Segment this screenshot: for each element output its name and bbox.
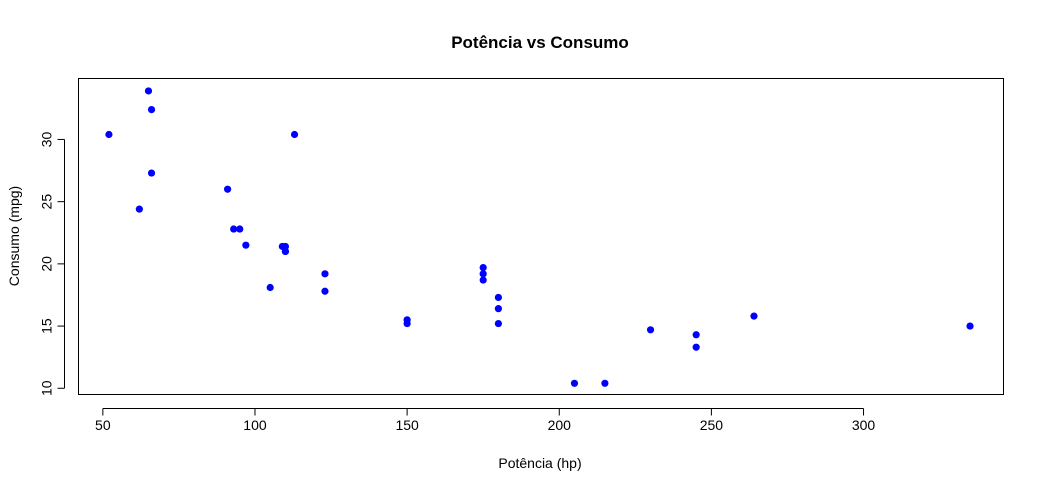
y-tick-label: 25 bbox=[39, 194, 55, 210]
data-point bbox=[966, 322, 974, 330]
x-tick-label: 150 bbox=[395, 417, 419, 433]
y-tick-label: 10 bbox=[39, 380, 55, 396]
chart-title: Potência vs Consumo bbox=[451, 33, 629, 52]
data-point bbox=[105, 130, 113, 139]
data-point bbox=[570, 379, 579, 387]
x-tick-label: 200 bbox=[548, 417, 572, 433]
x-tick-label: 250 bbox=[700, 417, 724, 433]
data-point bbox=[290, 130, 299, 139]
y-tick-label: 15 bbox=[39, 318, 55, 334]
x-axis: 50 100 150 200 250 300 bbox=[95, 408, 876, 433]
x-tick-label: 300 bbox=[852, 417, 876, 433]
data-point bbox=[135, 205, 143, 213]
data-point bbox=[144, 87, 153, 95]
y-axis: 10 15 20 25 30 bbox=[39, 131, 65, 396]
data-point bbox=[601, 379, 609, 387]
data-point bbox=[230, 225, 238, 233]
data-point bbox=[494, 319, 503, 328]
data-point bbox=[692, 343, 700, 351]
x-tick-label: 50 bbox=[95, 417, 111, 433]
y-axis-label: Consumo (mpg) bbox=[6, 186, 22, 286]
data-point bbox=[494, 293, 503, 302]
data-point bbox=[223, 185, 232, 193]
data-point bbox=[479, 270, 487, 278]
data-point bbox=[266, 283, 274, 292]
plot-area-frame bbox=[78, 78, 1004, 395]
data-point bbox=[403, 319, 411, 328]
data-point bbox=[479, 276, 487, 284]
y-tick-label: 20 bbox=[39, 256, 55, 272]
data-point bbox=[321, 287, 329, 295]
data-point bbox=[236, 225, 244, 233]
data-point bbox=[750, 312, 758, 320]
y-tick-label: 30 bbox=[39, 131, 55, 147]
data-point bbox=[692, 331, 700, 339]
data-point bbox=[494, 305, 503, 313]
data-point bbox=[479, 264, 487, 272]
x-tick-label: 100 bbox=[243, 417, 267, 433]
data-point bbox=[147, 106, 156, 114]
data-point bbox=[321, 270, 329, 278]
x-axis-label: Potência (hp) bbox=[498, 455, 581, 471]
data-point bbox=[242, 241, 250, 249]
data-point bbox=[646, 326, 655, 334]
data-point bbox=[147, 169, 156, 177]
data-point bbox=[278, 242, 286, 251]
data-points bbox=[105, 87, 974, 387]
